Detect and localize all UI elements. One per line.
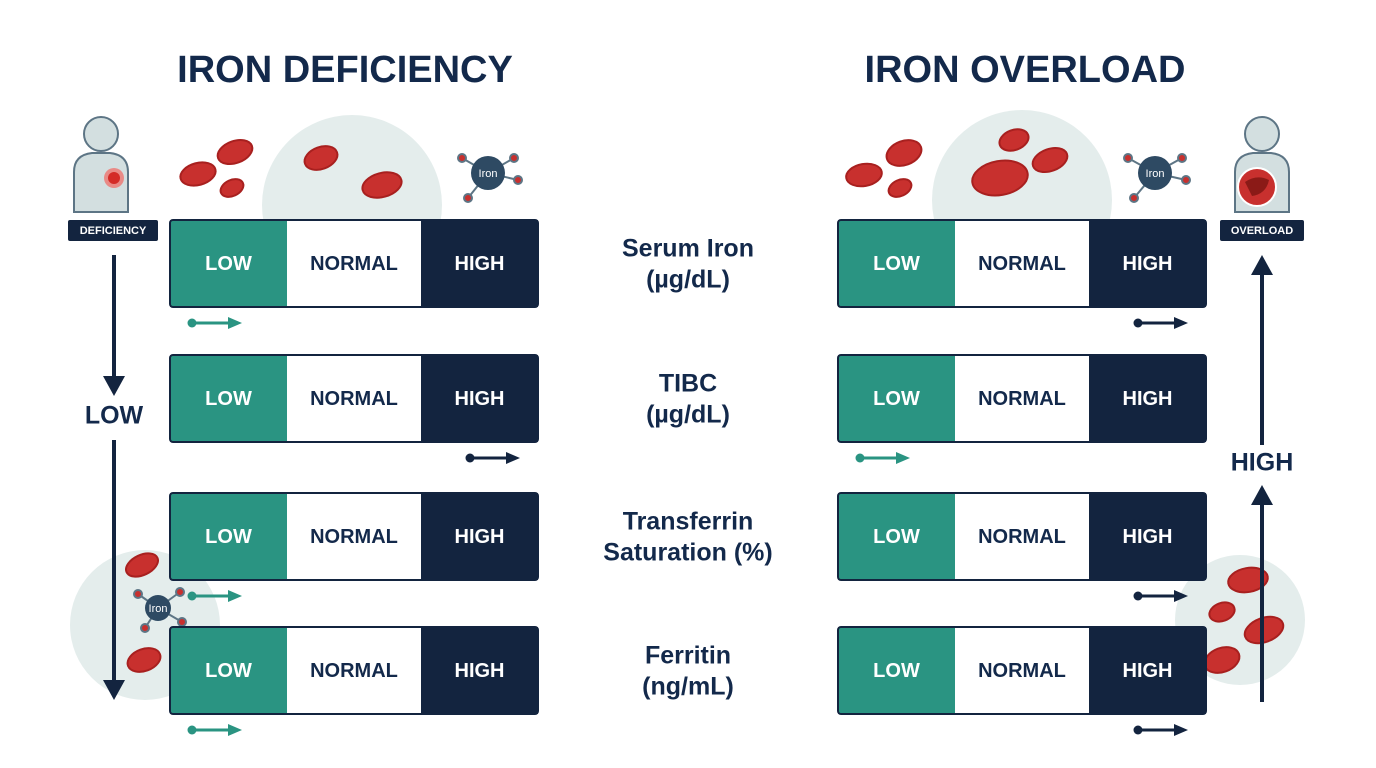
scale-label: LOW xyxy=(873,660,920,682)
result-arrow-part xyxy=(896,452,910,464)
test-label: (µg/dL) xyxy=(646,266,730,294)
result-arrow xyxy=(187,317,242,329)
direction-label: HIGH xyxy=(1231,449,1294,477)
scale-segment xyxy=(838,627,955,714)
scale-segment xyxy=(421,493,538,580)
result-arrow-part xyxy=(228,317,242,329)
scale-segment xyxy=(1089,355,1206,442)
scale-segment xyxy=(1089,627,1206,714)
result-arrow xyxy=(1133,590,1188,602)
molecule-label: Iron xyxy=(479,168,498,180)
test-label: (µg/dL) xyxy=(646,401,730,429)
scale-label: LOW xyxy=(873,388,920,410)
test-label: Serum Iron xyxy=(622,235,754,263)
scale-label: LOW xyxy=(873,526,920,548)
scale-label: HIGH xyxy=(1123,660,1173,682)
scale-label: NORMAL xyxy=(978,253,1066,275)
scale-label: HIGH xyxy=(455,526,505,548)
scale-segment xyxy=(838,355,955,442)
scale-label: HIGH xyxy=(455,388,505,410)
badge-label: OVERLOAD xyxy=(1231,225,1293,237)
scale-segment xyxy=(421,220,538,307)
result-arrow xyxy=(1133,724,1188,736)
badge xyxy=(68,220,158,241)
scale-label: NORMAL xyxy=(978,526,1066,548)
result-arrow xyxy=(1133,317,1188,329)
scale-bar xyxy=(837,492,1207,581)
scale-segment xyxy=(170,355,287,442)
scale-label: LOW xyxy=(205,253,252,275)
scale-segment xyxy=(170,627,287,714)
scale-bar xyxy=(169,219,539,308)
scale-label: LOW xyxy=(205,660,252,682)
result-arrow-part xyxy=(1174,317,1188,329)
scale-segment xyxy=(421,355,538,442)
molecule-label: Iron xyxy=(1146,168,1165,180)
scale-label: NORMAL xyxy=(310,660,398,682)
iron-molecule xyxy=(457,153,523,203)
scale-label: LOW xyxy=(873,253,920,275)
scale-segment xyxy=(421,627,538,714)
scale-label: NORMAL xyxy=(978,660,1066,682)
scale-label: LOW xyxy=(205,526,252,548)
scale-segment xyxy=(838,493,955,580)
panel-title: IRON OVERLOAD xyxy=(865,49,1186,91)
scale-segment xyxy=(955,493,1089,580)
result-arrow-part xyxy=(506,452,520,464)
result-arrow-part xyxy=(1174,724,1188,736)
scale-label: NORMAL xyxy=(310,253,398,275)
scale-segment xyxy=(287,355,421,442)
scale-segment xyxy=(1089,493,1206,580)
scale-bar xyxy=(169,492,539,581)
scale-segment xyxy=(287,220,421,307)
scale-segment xyxy=(287,627,421,714)
scale-label: NORMAL xyxy=(310,388,398,410)
scale-label: HIGH xyxy=(455,660,505,682)
scale-segment xyxy=(170,220,287,307)
scale-label: LOW xyxy=(205,388,252,410)
result-arrow xyxy=(465,452,520,464)
test-label: TIBC xyxy=(659,370,717,398)
scale-label: HIGH xyxy=(1123,526,1173,548)
molecule-label: Iron xyxy=(149,603,168,615)
scale-label: HIGH xyxy=(1123,253,1173,275)
scale-segment xyxy=(1089,220,1206,307)
scale-label: HIGH xyxy=(1123,388,1173,410)
test-label: Ferritin xyxy=(645,642,731,670)
scale-label: NORMAL xyxy=(310,526,398,548)
result-arrow-part xyxy=(228,724,242,736)
scale-segment xyxy=(170,493,287,580)
person-icon xyxy=(1234,116,1290,213)
direction-label: LOW xyxy=(85,402,144,430)
badge xyxy=(1220,220,1304,241)
scale-segment xyxy=(955,627,1089,714)
result-arrow xyxy=(187,724,242,736)
scale-bar xyxy=(837,354,1207,443)
scale-bar xyxy=(169,354,539,443)
scale-segment xyxy=(955,220,1089,307)
scale-bar xyxy=(837,219,1207,308)
result-arrow-part xyxy=(1174,590,1188,602)
result-arrow xyxy=(187,590,242,602)
panel-title: IRON DEFICIENCY xyxy=(177,49,513,91)
result-arrow-part xyxy=(228,590,242,602)
result-arrow xyxy=(855,452,910,464)
badge-label: DEFICIENCY xyxy=(80,225,147,237)
blood-cells xyxy=(125,128,1285,674)
iron-molecule xyxy=(1123,153,1191,203)
iron-molecule xyxy=(133,587,187,633)
scale-bar xyxy=(837,626,1207,715)
test-label: Saturation (%) xyxy=(603,539,772,567)
person-icon xyxy=(73,116,129,213)
scale-segment xyxy=(287,493,421,580)
test-label: (ng/mL) xyxy=(642,673,734,701)
scale-label: NORMAL xyxy=(978,388,1066,410)
scale-label: HIGH xyxy=(455,253,505,275)
scale-bar xyxy=(169,626,539,715)
scale-segment xyxy=(955,355,1089,442)
test-label: Transferrin xyxy=(623,508,754,536)
scale-segment xyxy=(838,220,955,307)
direction-arrow xyxy=(103,255,1273,702)
